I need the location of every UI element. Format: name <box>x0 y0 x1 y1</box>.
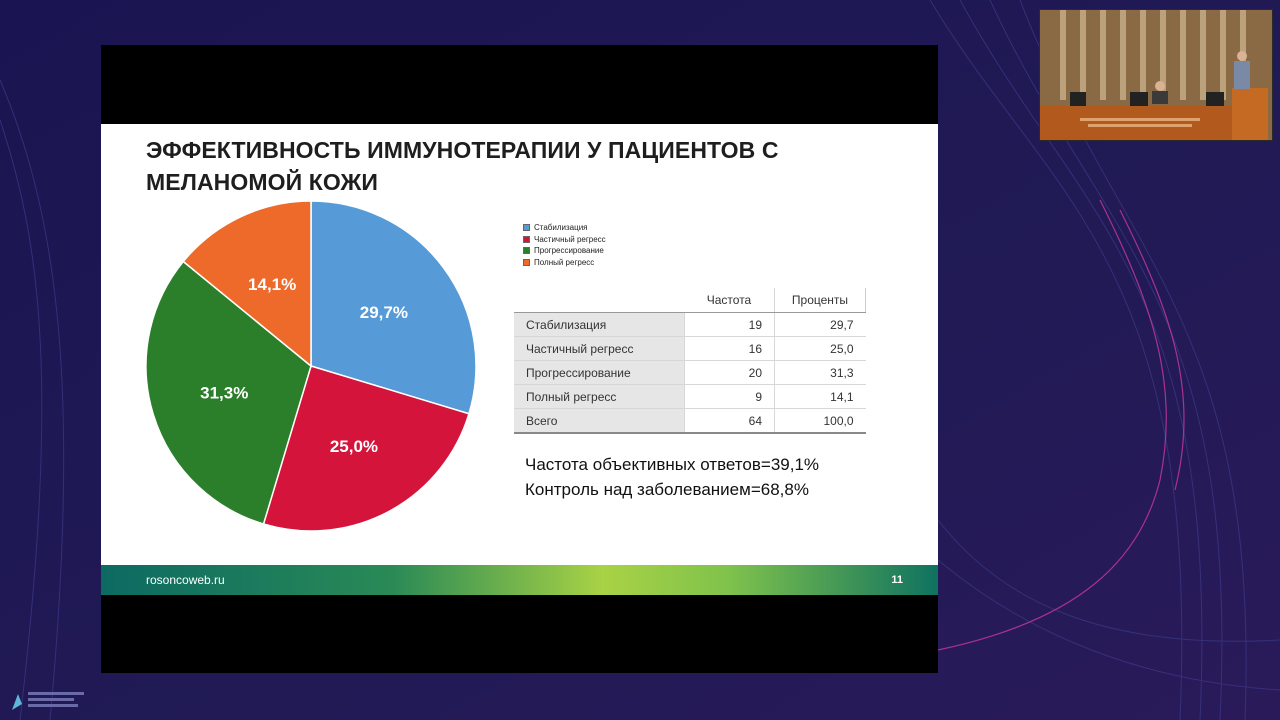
pie-slice-3 <box>182 200 312 368</box>
slide-page-number: 11 <box>891 574 903 586</box>
presentation-slide: ЭФФЕКТИВНОСТЬ ИММУНОТЕРАПИИ У ПАЦИЕНТОВ … <box>101 124 938 595</box>
legend-item: Частичный регресс <box>523 234 606 246</box>
footer-website: rosoncoweb.ru <box>146 573 225 587</box>
legend-label: Стабилизация <box>534 223 588 233</box>
row-frequency: 9 <box>683 384 775 409</box>
row-percent: 31,3 <box>774 360 866 385</box>
table-total-row: Всего 64 100,0 <box>514 408 866 434</box>
pie-data-label: 31,3% <box>200 384 248 403</box>
legend-swatch <box>523 247 530 255</box>
table-header-percent: Проценты <box>774 288 866 313</box>
pie-slice-2 <box>145 260 312 525</box>
pie-slice-1 <box>262 365 470 532</box>
table-header-row: Частота Проценты <box>514 288 866 313</box>
legend-label: Прогрессирование <box>534 246 604 256</box>
legend-label: Полный регресс <box>534 257 595 267</box>
legend-swatch <box>523 224 530 232</box>
summary-text: Частота объективных ответов=39,1% Контро… <box>525 452 819 502</box>
pie-data-label: 29,7% <box>360 303 408 322</box>
legend-item: Прогрессирование <box>523 245 606 257</box>
row-percent: 25,0 <box>774 336 866 361</box>
table-row: Частичный регресс 16 25,0 <box>514 336 866 361</box>
table-row: Полный регресс 9 14,1 <box>514 384 866 409</box>
summary-line-response-rate: Частота объективных ответов=39,1% <box>525 455 820 474</box>
legend-label: Частичный регресс <box>534 234 606 244</box>
table-header-empty <box>514 288 684 313</box>
camera-icon <box>1040 10 1272 140</box>
pie-slice-0 <box>310 200 477 415</box>
row-percent: 14,1 <box>774 384 866 409</box>
row-frequency: 64 <box>683 408 775 434</box>
row-frequency: 16 <box>683 336 775 361</box>
row-label: Частичный регресс <box>514 336 684 361</box>
pie-data-label: 14,1% <box>248 275 296 294</box>
row-label: Стабилизация <box>514 312 684 337</box>
chart-legend: Стабилизация Частичный регресс Прогресси… <box>523 222 606 268</box>
row-label: Прогрессирование <box>514 360 684 385</box>
row-label: Полный регресс <box>514 384 684 409</box>
pie-chart: 29,7% 25,0% 31,3% 14,1% <box>145 200 477 532</box>
row-percent: 29,7 <box>774 312 866 337</box>
row-frequency: 19 <box>683 312 775 337</box>
table-header-frequency: Частота <box>684 288 775 313</box>
row-frequency: 20 <box>683 360 775 385</box>
slide-footer: rosoncoweb.ru 11 <box>101 565 938 595</box>
table-row: Стабилизация 19 29,7 <box>514 312 866 337</box>
legend-item: Полный регресс <box>523 257 606 269</box>
row-percent: 100,0 <box>774 408 866 434</box>
table-row: Прогрессирование 20 31,3 <box>514 360 866 385</box>
pie-data-label: 25,0% <box>330 437 378 456</box>
legend-swatch <box>523 258 530 266</box>
slide-title: ЭФФЕКТИВНОСТЬ ИММУНОТЕРАПИИ У ПАЦИЕНТОВ … <box>146 137 779 195</box>
organizer-logo-icon <box>12 692 84 710</box>
legend-item: Стабилизация <box>523 222 606 234</box>
row-label: Всего <box>514 408 684 434</box>
conference-room-camera-feed <box>1039 9 1273 141</box>
summary-line-disease-control: Контроль над заболеванием=68,8% <box>525 480 809 499</box>
frequency-table: Частота Проценты Стабилизация 19 29,7 Ча… <box>514 288 866 434</box>
legend-swatch <box>523 235 530 243</box>
